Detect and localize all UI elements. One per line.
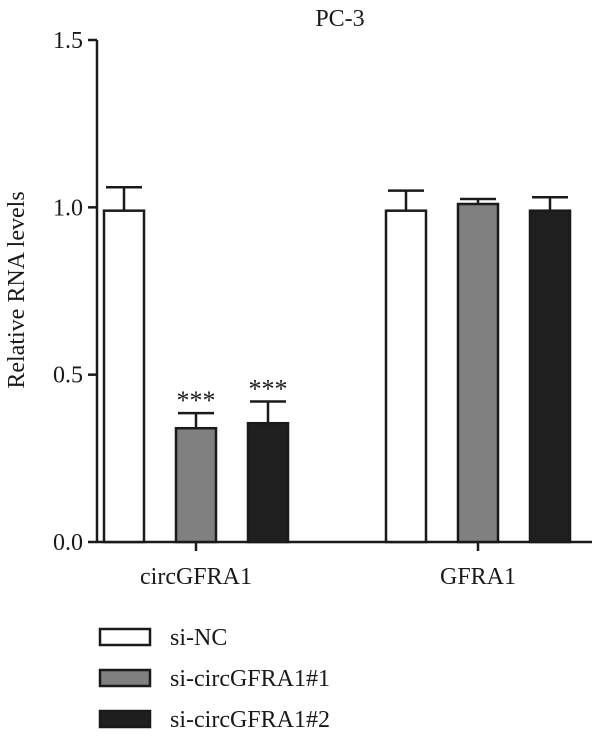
legend-swatch-si-NC xyxy=(98,627,152,647)
bar-GFRA1-si-NC xyxy=(384,209,428,544)
bar-circGFRA1-si-circGFRA1#2 xyxy=(246,421,290,544)
significance-label: *** xyxy=(177,386,216,415)
legend-swatch-si-circGFRA1#2 xyxy=(98,709,152,729)
legend-label: si-circGFRA1#2 xyxy=(170,707,330,733)
y-tick-label: 1.0 xyxy=(53,195,83,221)
y-tick-label: 0.0 xyxy=(53,530,83,556)
y-axis-label: Relative RNA levels xyxy=(4,191,30,388)
legend-label: si-NC xyxy=(170,625,227,651)
x-category-label: GFRA1 xyxy=(440,564,516,590)
legend: si-NC si-circGFRA1#1 si-circGFRA1#2 xyxy=(98,625,330,733)
x-category-label: circGFRA1 xyxy=(140,564,252,590)
y-tick-label: 0.5 xyxy=(53,363,83,389)
chart-title: PC-3 xyxy=(315,6,364,32)
y-axis-ticks: 0.0 0.5 1.0 1.5 xyxy=(53,28,97,556)
legend-label: si-circGFRA1#1 xyxy=(170,666,330,692)
bar-circGFRA1-si-circGFRA1#1 xyxy=(174,426,218,544)
bar-circGFRA1-si-NC xyxy=(102,209,146,544)
bar-GFRA1-si-circGFRA1#2 xyxy=(528,209,572,544)
significance-label: *** xyxy=(249,374,288,403)
legend-swatch-si-circGFRA1#1 xyxy=(98,668,152,688)
bar-GFRA1-si-circGFRA1#1 xyxy=(456,202,500,544)
y-tick-label: 1.5 xyxy=(53,28,83,54)
bar-group: *** *** xyxy=(102,186,572,544)
x-axis-labels: circGFRA1 GFRA1 xyxy=(140,542,516,590)
